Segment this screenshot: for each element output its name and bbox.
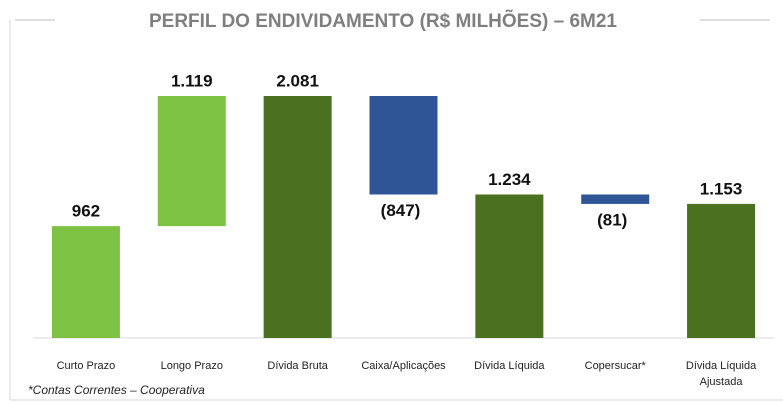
footnote: *Contas Correntes – Cooperativa (28, 383, 205, 397)
bar (157, 96, 226, 227)
value-label: (81) (597, 210, 627, 229)
bar (475, 194, 544, 338)
value-label: (847) (381, 201, 421, 220)
value-label: 1.234 (488, 170, 531, 189)
x-tick-label: Curto Prazo (56, 360, 116, 372)
bar (687, 203, 756, 338)
x-tick-label: Dívida Líquida (474, 360, 545, 372)
bar (369, 96, 438, 195)
x-tick-label: Dívida Líquida Ajustada (685, 360, 757, 388)
chart-title: PERFIL DO ENDIVIDAMENTO (R$ MILHÕES) – 6… (149, 10, 617, 32)
value-label: 962 (72, 202, 100, 221)
x-tick-label: Caixa/Aplicações (361, 360, 446, 372)
value-label: 2.081 (276, 71, 319, 90)
x-tick-label: Longo Prazo (160, 360, 223, 372)
value-label: 1.153 (700, 179, 743, 198)
value-label: 1.119 (171, 71, 213, 90)
bar (263, 96, 332, 338)
bar (581, 194, 650, 204)
x-tick-label: Copersucar* (584, 360, 646, 372)
x-tick-label: Dívida Bruta (267, 360, 328, 372)
bar (51, 226, 120, 338)
